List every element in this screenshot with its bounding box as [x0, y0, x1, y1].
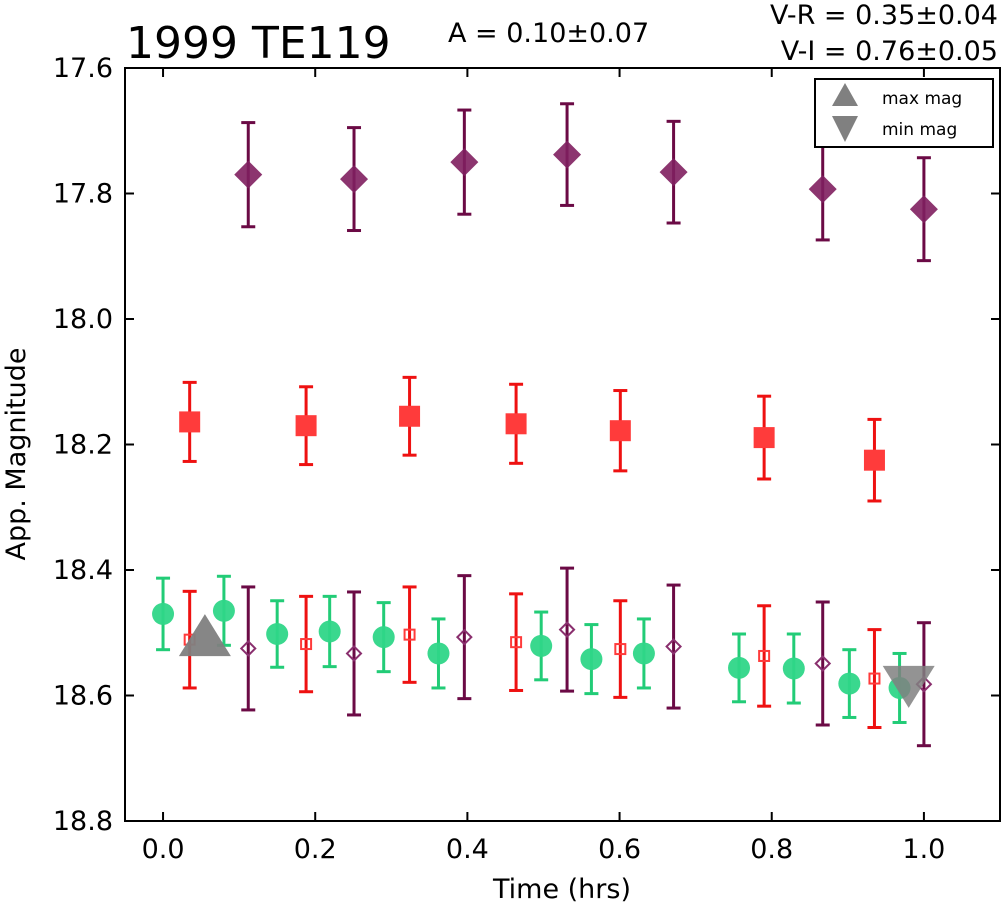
y-tick-label: 17.6 [53, 53, 113, 84]
x-tick-label: 0.8 [750, 834, 793, 865]
data-point-diamond [553, 140, 582, 169]
legend-max-mag-icon [832, 83, 858, 106]
y-tick-label: 18.0 [53, 304, 113, 335]
error-bar [241, 585, 256, 712]
x-tick-label: 1.0 [902, 834, 945, 865]
error-bar [457, 574, 472, 701]
error-bar [613, 599, 628, 699]
data-point-open-square [403, 628, 416, 641]
data-point-square [399, 405, 421, 427]
data-point-circle [427, 642, 450, 665]
error-bar [402, 585, 417, 684]
error-bar [757, 604, 772, 708]
legend-min-mag-label: min mag [882, 120, 957, 140]
data-point-circle [212, 599, 235, 622]
data-point-square [179, 411, 201, 433]
y-tick-label: 17.8 [53, 179, 113, 210]
error-bar [299, 594, 314, 694]
y-tick-label: 18.2 [53, 430, 113, 461]
legend-min-mag-icon [832, 116, 858, 142]
y-tick-label: 18.6 [53, 681, 113, 712]
y-tick-label: 18.8 [53, 806, 113, 837]
data-point-square [609, 420, 631, 442]
error-bar [815, 600, 830, 727]
data-point-circle [530, 634, 553, 657]
x-tick-label: 0.0 [142, 834, 185, 865]
data-point-diamond [450, 148, 479, 177]
data-point-square [863, 449, 885, 471]
data-point-diamond [234, 160, 263, 189]
data-point-open-diamond [665, 638, 683, 655]
data-point-circle [838, 672, 861, 695]
plot-area [152, 102, 938, 748]
legend-max-mag-label: max mag [882, 89, 962, 109]
y-tick-label: 18.4 [53, 555, 113, 586]
data-point-open-diamond [239, 640, 257, 657]
axis-ticks: 0.0 0.2 0.4 0.6 0.8 1.0 17.6 17.8 18.0 18.2 18.4 18… [53, 53, 1000, 865]
data-point-circle [372, 626, 395, 649]
x-tick-label: 0.2 [294, 834, 337, 865]
error-bar [347, 590, 362, 717]
error-bar [560, 566, 575, 693]
max-mag-marker [178, 614, 231, 657]
color-index-vi: V-I = 0.76±0.05 [781, 36, 998, 67]
data-point-diamond [808, 175, 837, 204]
data-point-diamond [340, 165, 369, 194]
data-point-open-square [614, 643, 627, 656]
error-bar [916, 621, 931, 748]
data-point-circle [318, 620, 341, 643]
x-tick-label: 0.6 [598, 834, 641, 865]
data-point-open-diamond [345, 645, 363, 662]
data-point-circle [580, 648, 603, 671]
data-point-open-square [758, 649, 771, 662]
legend: max mag min mag [814, 78, 994, 148]
data-point-circle [782, 657, 805, 680]
error-bar [509, 592, 524, 692]
data-point-square [753, 427, 775, 449]
data-point-circle [728, 656, 751, 679]
min-mag-marker [882, 665, 935, 708]
chart-title: 1999 TE119 [126, 18, 391, 69]
data-point-square [505, 413, 527, 435]
data-point-open-diamond [814, 655, 832, 672]
amplitude-label: A = 0.10±0.07 [448, 18, 649, 49]
error-bar [867, 628, 882, 730]
data-point-diamond [909, 195, 938, 224]
data-point-circle [632, 642, 655, 665]
data-point-circle [152, 602, 175, 625]
y-axis-label: App. Magnitude [1, 348, 32, 561]
data-point-open-square [300, 638, 313, 651]
data-point-circle [266, 623, 289, 646]
x-tick-label: 0.4 [446, 834, 489, 865]
x-axis-label: Time (hrs) [492, 874, 631, 904]
data-point-diamond [659, 158, 688, 187]
error-bar [666, 583, 681, 710]
data-point-open-diamond [558, 621, 576, 639]
color-index-vr: V-R = 0.35±0.04 [770, 0, 998, 31]
data-point-open-diamond [455, 628, 473, 646]
data-point-open-square [868, 672, 881, 685]
data-point-open-square [510, 636, 523, 649]
plot-frame [124, 67, 1001, 822]
data-point-square [295, 415, 317, 437]
